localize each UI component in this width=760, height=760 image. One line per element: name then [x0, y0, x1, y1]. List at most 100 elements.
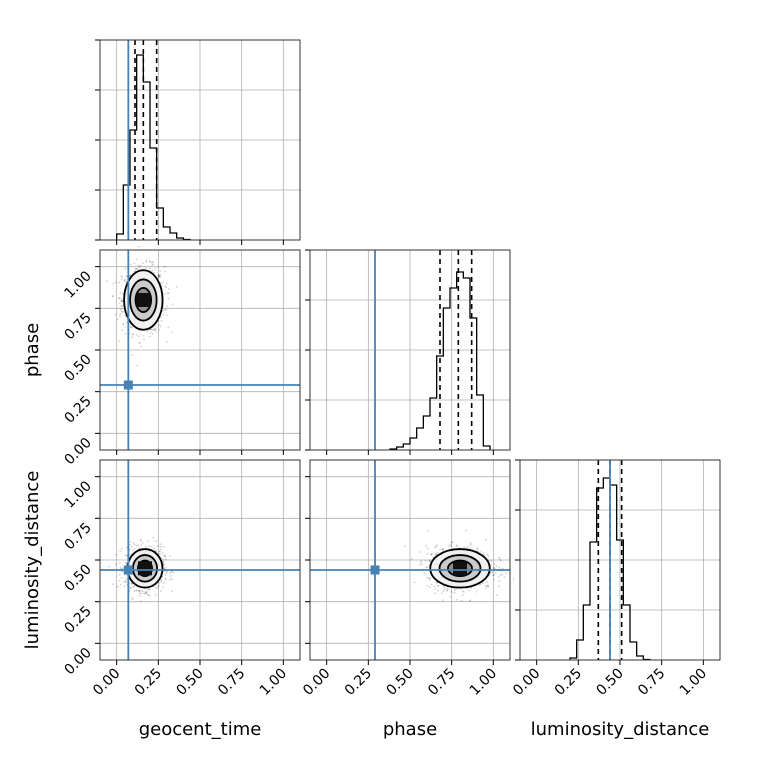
sample-point — [135, 267, 138, 270]
sample-point — [136, 364, 139, 367]
sample-point — [119, 312, 122, 315]
sample-point — [129, 274, 132, 277]
sample-point — [152, 263, 155, 266]
sample-point — [158, 274, 161, 277]
sample-point — [141, 262, 144, 265]
sample-point — [124, 267, 127, 270]
sample-point — [162, 586, 164, 589]
sample-point — [131, 598, 134, 601]
x-tick-label: 0.25 — [342, 666, 375, 699]
sample-point — [169, 554, 172, 557]
sample-point — [430, 553, 433, 556]
sample-point — [166, 305, 168, 308]
y-tick-label: 0.25 — [61, 393, 94, 426]
sample-point — [411, 558, 413, 560]
sample-point — [434, 592, 437, 595]
sample-point — [132, 333, 135, 336]
sample-point — [163, 563, 165, 566]
y-tick-label: 0.75 — [61, 520, 94, 553]
x-tick-label: 1.00 — [467, 666, 500, 699]
sample-point — [154, 330, 157, 333]
sample-point — [162, 570, 165, 573]
x-axis-label-phase: phase — [383, 719, 437, 740]
sample-point — [124, 580, 127, 583]
sample-point — [463, 546, 466, 549]
sample-point — [150, 545, 153, 548]
sample-point — [449, 543, 452, 546]
sample-point — [115, 563, 118, 566]
sample-point — [140, 544, 143, 546]
sample-point — [162, 561, 165, 563]
sample-point — [129, 325, 132, 328]
sample-point — [120, 275, 123, 278]
sample-point — [158, 329, 160, 331]
x-tick-label: 0.25 — [132, 666, 165, 699]
sample-point — [122, 310, 125, 313]
sample-point — [121, 276, 123, 279]
sample-point — [116, 585, 119, 588]
sample-point — [436, 551, 439, 554]
sample-point — [171, 590, 174, 593]
sample-point — [118, 579, 121, 582]
sample-point — [442, 548, 444, 551]
sample-point — [164, 554, 167, 557]
sample-point — [125, 546, 128, 549]
sample-point — [137, 268, 140, 271]
sample-point — [149, 328, 152, 331]
sample-point — [431, 552, 433, 555]
sample-point — [158, 581, 161, 584]
sample-point — [499, 558, 502, 561]
sample-point — [118, 296, 121, 299]
histogram-phase — [389, 271, 491, 450]
sample-point — [133, 590, 136, 593]
sample-point — [492, 566, 495, 569]
sample-point — [148, 335, 151, 338]
injection-marker — [370, 565, 380, 575]
sample-point — [446, 588, 449, 591]
sample-point — [141, 590, 144, 593]
sample-point — [145, 590, 148, 593]
sample-point — [138, 590, 141, 593]
sample-point — [442, 590, 445, 592]
sample-point — [165, 558, 168, 561]
sample-point — [486, 553, 489, 556]
sample-point — [145, 259, 148, 262]
sample-point — [148, 260, 151, 263]
sample-point — [122, 323, 125, 325]
sample-point — [125, 577, 128, 580]
density-peak — [136, 293, 151, 307]
sample-point — [138, 341, 141, 344]
sample-point — [120, 307, 123, 310]
grid-2-0 — [100, 460, 300, 660]
sample-point — [436, 589, 439, 592]
sample-point — [145, 267, 148, 270]
sample-point — [108, 565, 110, 568]
sample-point — [159, 275, 162, 278]
grid-1-0 — [100, 250, 300, 450]
sample-point — [145, 591, 148, 594]
sample-point — [497, 576, 500, 578]
sample-point — [429, 577, 432, 580]
sample-point — [159, 548, 162, 551]
sample-point — [167, 297, 170, 300]
sample-point — [118, 340, 121, 343]
sample-point — [487, 585, 489, 587]
sample-point — [171, 303, 174, 306]
sample-point — [160, 545, 162, 548]
sample-point — [120, 310, 123, 313]
sample-point — [163, 546, 166, 549]
sample-point — [435, 581, 438, 584]
sample-point — [164, 577, 167, 580]
x-tick-label: 0.50 — [593, 666, 626, 699]
sample-point — [426, 547, 429, 550]
sample-point — [120, 304, 123, 307]
sample-point — [163, 293, 166, 295]
sample-point — [129, 541, 132, 543]
sample-point — [425, 545, 428, 547]
sample-point — [164, 556, 167, 558]
sample-point — [135, 258, 138, 261]
sample-point — [456, 544, 458, 547]
sample-point — [124, 280, 127, 283]
sample-point — [119, 566, 122, 569]
sample-point — [175, 286, 178, 288]
